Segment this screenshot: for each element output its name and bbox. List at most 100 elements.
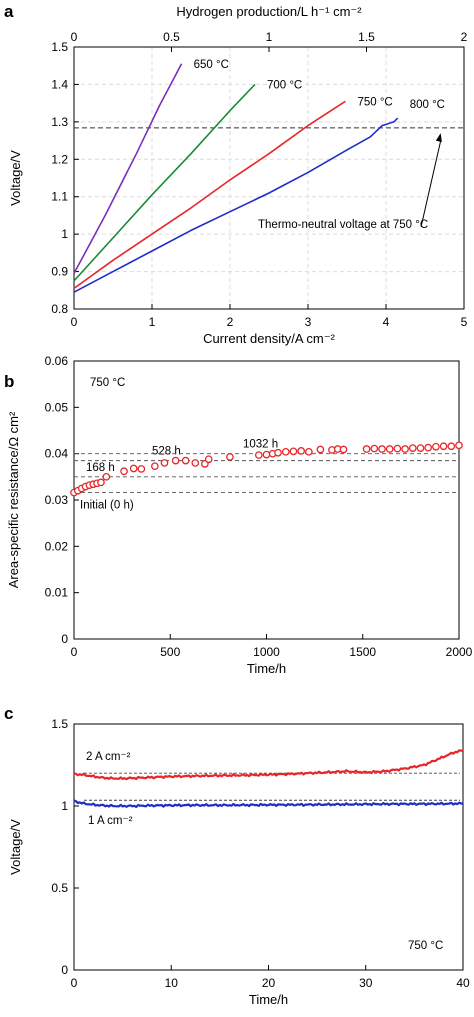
y-tick-label: 0.01 [45, 586, 69, 600]
y-tick-label: 0.02 [45, 539, 69, 553]
y-tick-label: 0.04 [45, 447, 69, 461]
data-point [181, 456, 190, 465]
x-tick-label: 1500 [349, 645, 376, 659]
data-point [416, 444, 425, 452]
annotation-text: Thermo-neutral voltage at 750 °C [258, 219, 428, 231]
data-point [120, 467, 128, 476]
condition-label: 750 °C [90, 377, 125, 389]
series-label-2: 750 °C [357, 96, 392, 108]
x2-tick-label: 0.5 [163, 30, 180, 44]
x-tick-label: 0 [71, 976, 78, 990]
data-point [297, 447, 305, 455]
x-tick-label: 2000 [446, 645, 473, 659]
data-point [455, 441, 463, 450]
x2-tick-label: 1 [266, 30, 273, 44]
y-tick-label: 0 [61, 963, 68, 977]
x-axis-label: Time/h [247, 661, 286, 676]
data-point [370, 444, 379, 453]
y-tick-label: 0.5 [51, 881, 68, 895]
data-point [274, 448, 282, 457]
chart-a: 0 1 2 3 4 5 0.8 0.9 1 1.1 1.2 1.3 1.4 1.5 Current dens… [8, 4, 468, 346]
reference-label: Initial (0 h) [80, 500, 134, 512]
series-label-1: 700 °C [267, 79, 302, 91]
x-tick-label: 20 [262, 976, 276, 990]
x-tick-label: 2 [227, 315, 234, 329]
data-point [362, 445, 371, 453]
x-tick-label: 500 [160, 645, 180, 659]
y-tick-label: 0.9 [51, 265, 68, 279]
data-point [439, 442, 448, 451]
y-tick-label: 1.1 [51, 190, 68, 204]
data-point [151, 462, 159, 471]
series-line-3 [73, 117, 399, 293]
x-axis-label: Current density/A cm⁻² [203, 331, 336, 346]
reference-label: 168 h [86, 462, 115, 474]
y-axis-label: Voltage/V [8, 819, 23, 875]
x-tick-label: 10 [165, 976, 179, 990]
data-point [102, 472, 111, 481]
y-tick-label: 0.05 [45, 400, 69, 414]
y-tick-label: 0 [61, 632, 68, 646]
data-point [204, 455, 213, 464]
series-label-1: 1 A cm⁻² [88, 815, 133, 827]
data-point [393, 444, 402, 453]
y-tick-label: 1 [61, 227, 68, 241]
series-line-1 [73, 83, 256, 282]
x-axis-label: Time/h [249, 992, 288, 1007]
x-tick-label: 0 [71, 315, 78, 329]
y-tick-label: 0.06 [45, 354, 69, 368]
data-point [160, 459, 169, 467]
data-point [129, 464, 138, 473]
x2-axis-label: Hydrogen production/L h⁻¹ cm⁻² [176, 4, 362, 19]
annotation-arrow-head [435, 133, 442, 142]
series-label-0: 650 °C [194, 59, 229, 71]
series-line-0 [73, 749, 464, 781]
x-tick-label: 0 [71, 645, 78, 659]
data-point [316, 445, 325, 454]
chart-b: 0 500 1000 1500 2000 0 0.01 0.02 0.03 0.04 0.05 0.0… [6, 354, 473, 676]
panel-label-c: c [4, 704, 13, 723]
x2-tick-label: 0 [71, 30, 78, 44]
data-point [254, 451, 263, 459]
series-line-1 [73, 799, 464, 808]
data-point [447, 442, 456, 451]
data-point [226, 453, 234, 461]
x-tick-label: 1 [149, 315, 156, 329]
data-point [385, 445, 394, 453]
data-point [97, 478, 105, 487]
x-tick-label: 3 [305, 315, 312, 329]
data-point [304, 447, 313, 456]
y-tick-label: 0.03 [45, 493, 69, 507]
condition-label: 750 °C [408, 940, 443, 952]
panel-label-b: b [4, 372, 14, 391]
plot-frame [73, 723, 464, 971]
series-line-0 [73, 63, 183, 274]
data-point [262, 450, 271, 459]
x2-tick-label: 2 [461, 30, 468, 44]
x-tick-label: 40 [456, 976, 470, 990]
y-tick-label: 1.3 [51, 115, 68, 129]
data-point [401, 445, 409, 453]
y-axis-label: Voltage/V [8, 150, 23, 206]
data-point [137, 465, 146, 473]
data-point [378, 445, 386, 453]
y-tick-label: 1.4 [51, 77, 68, 91]
y-tick-label: 1 [61, 799, 68, 813]
data-point [432, 442, 440, 451]
series-line-2 [73, 100, 346, 290]
data-point [281, 447, 290, 456]
x-tick-label: 30 [359, 976, 373, 990]
x-tick-label: 5 [461, 315, 468, 329]
panel-label-a: a [4, 2, 14, 21]
annotation-arrow-shaft [420, 140, 442, 227]
reference-label: 528 h [152, 446, 181, 458]
data-point [289, 447, 298, 456]
x-tick-label: 4 [383, 315, 390, 329]
series-label-3: 800 °C [410, 99, 445, 111]
data-point [171, 456, 180, 465]
data-point [191, 459, 200, 467]
y-tick-label: 1.5 [51, 40, 68, 54]
data-point [408, 444, 417, 452]
y-tick-label: 1.2 [51, 152, 68, 166]
